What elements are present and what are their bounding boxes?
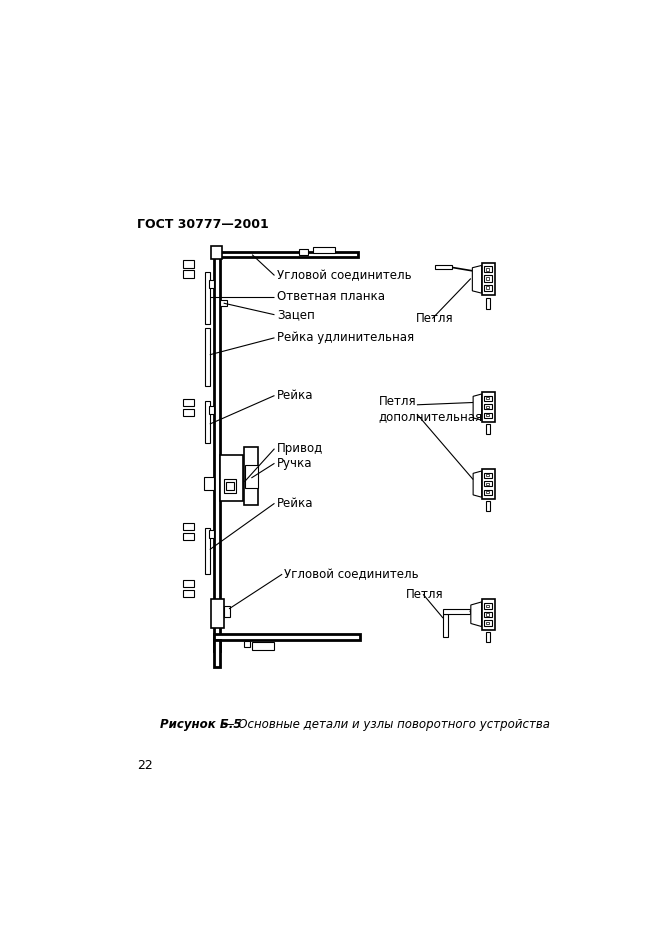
Bar [443,614,448,638]
Bar [183,409,194,416]
Text: — Основные детали и узлы поворотного устройства: — Основные детали и узлы поворотного уст… [219,718,550,731]
Bar [183,398,194,407]
Polygon shape [473,266,482,294]
Bar [486,267,489,271]
Bar [486,424,490,434]
Polygon shape [471,602,482,626]
Bar [484,481,492,486]
Bar [183,523,194,530]
Text: ГОСТ 30777—2001: ГОСТ 30777—2001 [137,218,268,231]
Bar [486,277,489,280]
Bar [209,407,214,414]
Polygon shape [473,394,482,420]
Bar [244,641,250,647]
Bar [482,263,496,295]
Bar [226,482,233,490]
Text: Рисунок Б.5: Рисунок Б.5 [160,718,241,731]
Bar [486,605,489,608]
Bar [183,260,194,267]
Bar [183,533,194,540]
Bar [183,580,194,587]
Bar [484,603,492,609]
Bar [484,472,492,478]
Bar [212,598,223,628]
Bar [212,246,222,259]
Bar [183,270,194,278]
Bar [486,297,490,309]
Bar [486,632,490,642]
Text: Рейка удлинительная: Рейка удлинительная [277,331,414,344]
Text: Петля: Петля [406,588,444,600]
Bar [252,642,274,650]
Bar [205,328,210,385]
Text: Рейка: Рейка [277,389,313,402]
Bar [484,284,492,291]
Text: Ручка: Ручка [277,457,312,469]
Bar [484,404,492,410]
Bar [486,286,489,289]
Text: Рейка: Рейка [277,496,313,510]
Bar [486,613,489,616]
Bar [484,276,492,281]
Bar [486,501,490,511]
Bar [486,414,489,416]
Bar [482,598,496,629]
Bar [486,491,489,494]
Bar [486,406,489,408]
Bar [436,265,452,268]
Bar [482,393,496,422]
Bar [220,454,243,501]
Bar [486,482,489,485]
Bar [484,490,492,495]
Bar [204,477,214,490]
Bar [209,530,214,538]
Bar [214,252,358,257]
Bar [484,611,492,617]
Text: Угловой соединитель: Угловой соединитель [284,568,419,581]
Bar [484,621,492,626]
Text: Петля: Петля [415,312,453,325]
Bar [205,401,210,443]
Bar [484,266,492,272]
Bar [214,250,220,651]
Bar [486,622,489,625]
Text: 22: 22 [137,758,153,771]
Bar [214,640,220,667]
Bar [486,397,489,399]
Bar [223,606,230,616]
Bar [223,480,236,494]
Bar [205,528,210,574]
Text: Привод: Привод [277,442,323,455]
Text: Зацеп: Зацеп [277,309,315,322]
Bar [313,247,334,253]
Bar [214,634,360,640]
Bar [209,280,214,288]
Bar [183,590,194,597]
Bar [484,396,492,401]
Bar [205,271,210,324]
Polygon shape [473,471,482,497]
Text: Угловой соединитель: Угловой соединитель [277,269,411,282]
Text: Ответная планка: Ответная планка [277,291,385,304]
Bar [443,609,470,614]
Text: Петля
дополнительная: Петля дополнительная [378,395,483,423]
Bar [482,469,496,498]
Bar [245,447,258,505]
Bar [245,465,258,488]
Bar [220,300,227,307]
Bar [484,412,492,418]
Bar [299,250,308,255]
Bar [486,474,489,477]
